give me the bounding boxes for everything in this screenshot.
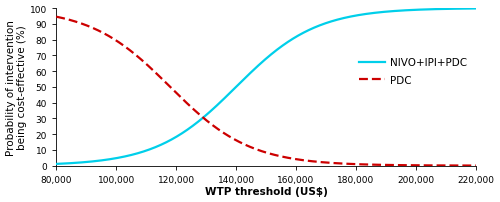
PDC [473,165,479,167]
NIVO+IPI+PDC [74,162,80,164]
Legend: NIVO+IPI+PDC, PDC: NIVO+IPI+PDC, PDC [356,55,470,88]
Y-axis label: Probability of intervention
being cost-effective (%): Probability of intervention being cost-e… [6,20,27,155]
PDC [384,164,390,166]
PDC [258,150,264,152]
PDC [246,145,252,148]
Line: NIVO+IPI+PDC: NIVO+IPI+PDC [56,9,476,164]
X-axis label: WTP threshold (US$): WTP threshold (US$) [204,186,328,197]
PDC [53,16,59,19]
NIVO+IPI+PDC [53,163,59,165]
NIVO+IPI+PDC [258,63,264,66]
NIVO+IPI+PDC [384,11,390,14]
NIVO+IPI+PDC [246,74,252,76]
PDC [461,164,467,167]
NIVO+IPI+PDC [460,8,466,11]
PDC [460,164,466,167]
NIVO+IPI+PDC [461,8,467,11]
PDC [74,22,80,24]
NIVO+IPI+PDC [473,8,479,11]
Line: PDC: PDC [56,18,476,166]
